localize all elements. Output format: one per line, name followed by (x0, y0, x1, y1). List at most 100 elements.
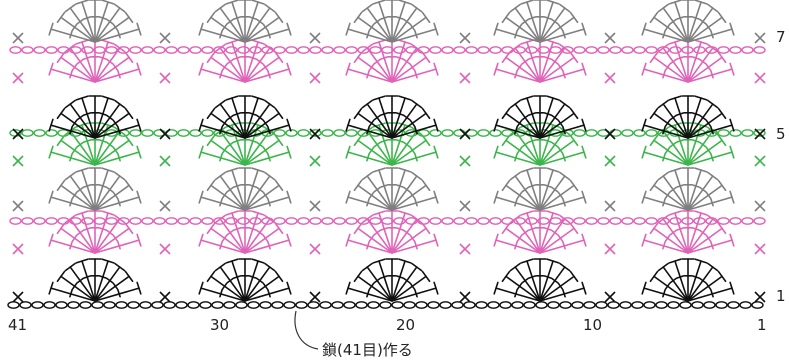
chain-stitch (451, 301, 464, 309)
fan-stitch-line (662, 266, 689, 302)
cross-b (12, 32, 24, 44)
fan-stitch-line (94, 212, 109, 254)
fan-stitch-line (539, 97, 554, 139)
fan-stitch-tick (675, 139, 685, 143)
fan-stitch-line (210, 227, 246, 254)
chain-stitch (127, 301, 140, 309)
fan-stitch-tick (664, 23, 671, 31)
fan-stitch-top (56, 270, 66, 283)
fan-stitch-line (366, 266, 393, 302)
fan-stitch-tick (414, 30, 418, 39)
fan-stitch-tick (76, 229, 84, 236)
chain-stitch (619, 301, 632, 309)
fan-stitch-tick (710, 70, 714, 79)
fan-stitch-line (219, 130, 246, 166)
fan-stitch-top (398, 95, 412, 101)
fan-stitch-line (391, 239, 437, 254)
fan-stitch-tick (267, 241, 271, 250)
fan-stitch-top (421, 107, 431, 120)
fan-stitch-tick (71, 234, 78, 242)
fan-4 (493, 167, 587, 211)
fan-stitch-line (539, 56, 575, 83)
fan-stitch-line (244, 16, 280, 43)
fan-stitch-tick (112, 146, 119, 154)
chain-stitch (367, 301, 380, 309)
fan-stitch-line (539, 151, 585, 166)
fan-stitch-tick (256, 186, 264, 193)
single-crochet-3 (309, 155, 321, 167)
fan-stitch-tick (543, 275, 553, 279)
fan-stitch-tick (71, 23, 78, 31)
fan-stitch-tick (106, 277, 114, 284)
fan-stitch-tick (409, 119, 416, 127)
chain-stitch (643, 301, 656, 309)
fan-stitch-top (345, 118, 351, 132)
single-crochet-6 (754, 155, 766, 167)
fan-stitch-top (411, 262, 423, 272)
fan-stitch-tick (98, 275, 108, 279)
single-crochet-5 (604, 32, 616, 44)
single-crochet-3 (309, 243, 321, 255)
fan-stitch-tick (664, 119, 671, 127)
fan-stitch-top (433, 190, 439, 204)
fan-stitch-line (200, 196, 246, 211)
chain-stitch (463, 301, 476, 309)
fan-stitch-tick (705, 63, 712, 71)
fan-stitch-tick (219, 198, 223, 207)
row-number-5: 5 (776, 125, 786, 143)
fan-stitch-tick (557, 282, 564, 290)
fan-stitch-line (643, 28, 689, 43)
chain-stitch (583, 301, 596, 309)
fan-stitch-line (687, 112, 723, 139)
fan-stitch-tick (267, 30, 271, 39)
fan-stitch-top (48, 190, 54, 204)
fan-stitch-top (493, 118, 499, 132)
fan-stitch-line (687, 28, 733, 43)
cross-b (159, 291, 171, 303)
fan-stitch-tick (414, 126, 418, 135)
fan-stitch-top (668, 0, 682, 5)
fan-stitch-line (391, 28, 437, 43)
chain-stitch (439, 301, 452, 309)
fan-stitch-tick (699, 58, 707, 65)
fan-stitch-tick (409, 191, 416, 199)
fan-stitch-top (569, 134, 579, 147)
chain-stitch (741, 46, 754, 54)
row-4 (9, 122, 766, 167)
fan-stitch-top (48, 281, 54, 295)
fan-stitch-tick (516, 119, 523, 127)
single-crochet-3 (309, 128, 321, 140)
fan-stitch-line (366, 218, 393, 254)
fan-stitch-tick (675, 275, 685, 279)
fan-stitch-tick (69, 126, 73, 135)
chain-stitch (597, 46, 610, 54)
fan-stitch-line (687, 287, 733, 302)
fan-stitch-top (214, 214, 226, 224)
fan-stitch-tick (76, 18, 84, 25)
cross-b (12, 128, 24, 140)
chain-stitch (717, 129, 730, 137)
fan-stitch-tick (117, 198, 121, 207)
fan-stitch-tick (516, 63, 523, 71)
fan-stitch-top (48, 118, 54, 132)
chain-stitch (499, 301, 512, 309)
fan-stitch-top (64, 171, 76, 181)
fan-stitch-top (433, 62, 439, 76)
fan-stitch-top (64, 262, 76, 272)
fan-stitch-top (411, 99, 423, 109)
fan-stitch-line (687, 41, 702, 83)
fan-stitch-tick (76, 186, 84, 193)
cross-b (754, 291, 766, 303)
fan-stitch-line (391, 169, 406, 211)
chain-stitch (201, 217, 214, 225)
fan-stitch-top (75, 0, 89, 5)
fan-stitch-tick (516, 234, 523, 242)
single-crochet-4 (459, 155, 471, 167)
fan-stitch-top (251, 258, 265, 264)
fan-stitch-line (81, 97, 96, 139)
fan-stitch-line (378, 260, 393, 302)
fan-stitch-top (214, 171, 226, 181)
fan-stitch-line (505, 227, 541, 254)
fan-stitch-top (520, 167, 534, 173)
chain-stitch (57, 217, 70, 225)
